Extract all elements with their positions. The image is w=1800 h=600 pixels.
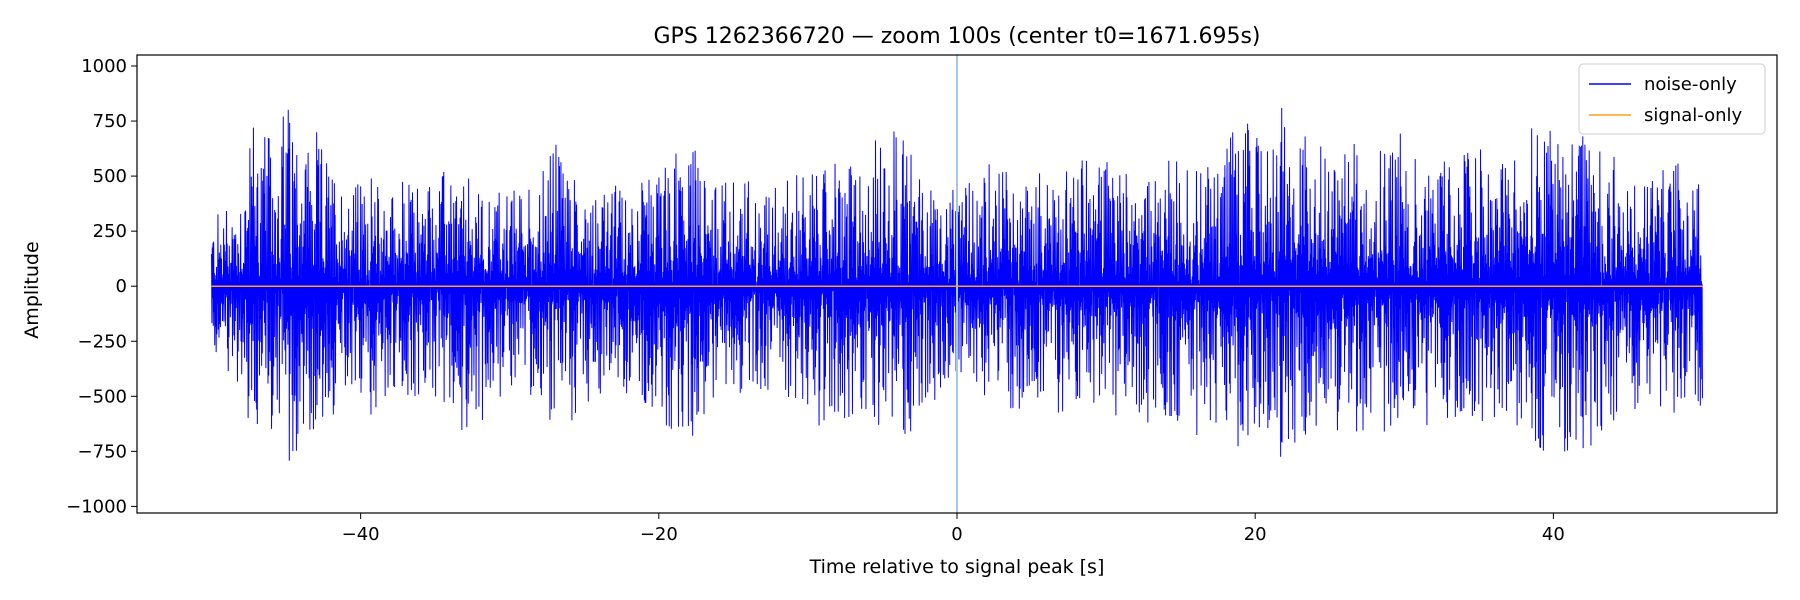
x-axis-label: Time relative to signal peak [s] [809, 556, 1105, 578]
legend-label-noise-only: noise-only [1644, 74, 1737, 95]
y-tick-label: −1000 [66, 496, 127, 517]
series-group [211, 55, 1703, 513]
x-tick-label: −40 [342, 524, 380, 545]
y-tick-label: 250 [93, 221, 127, 242]
x-tick-label: 40 [1542, 524, 1565, 545]
y-tick-label: −250 [78, 331, 127, 352]
x-tick-label: −20 [640, 524, 678, 545]
axes: −40 −20 0 20 40 −1000 −750 −500 −250 0 250 500 750 10… [66, 54, 1778, 545]
y-tick-label: 750 [93, 111, 127, 132]
y-axis-label: Amplitude [21, 241, 43, 338]
y-tick-label: 0 [116, 276, 127, 297]
y-tick-label: −750 [78, 441, 127, 462]
x-tick-label: 20 [1244, 524, 1267, 545]
legend: noise-only signal-only [1578, 63, 1766, 135]
y-tick-label: −500 [78, 386, 127, 407]
legend-box [1578, 63, 1766, 135]
legend-label-signal-only: signal-only [1644, 105, 1742, 126]
y-tick-label: 500 [93, 166, 127, 187]
x-tick-label: 0 [951, 524, 962, 545]
y-tick-label: 1000 [81, 56, 127, 77]
plot-area [211, 55, 1703, 513]
chart-title: GPS 1262366720 — zoom 100s (center t0=16… [654, 24, 1261, 49]
